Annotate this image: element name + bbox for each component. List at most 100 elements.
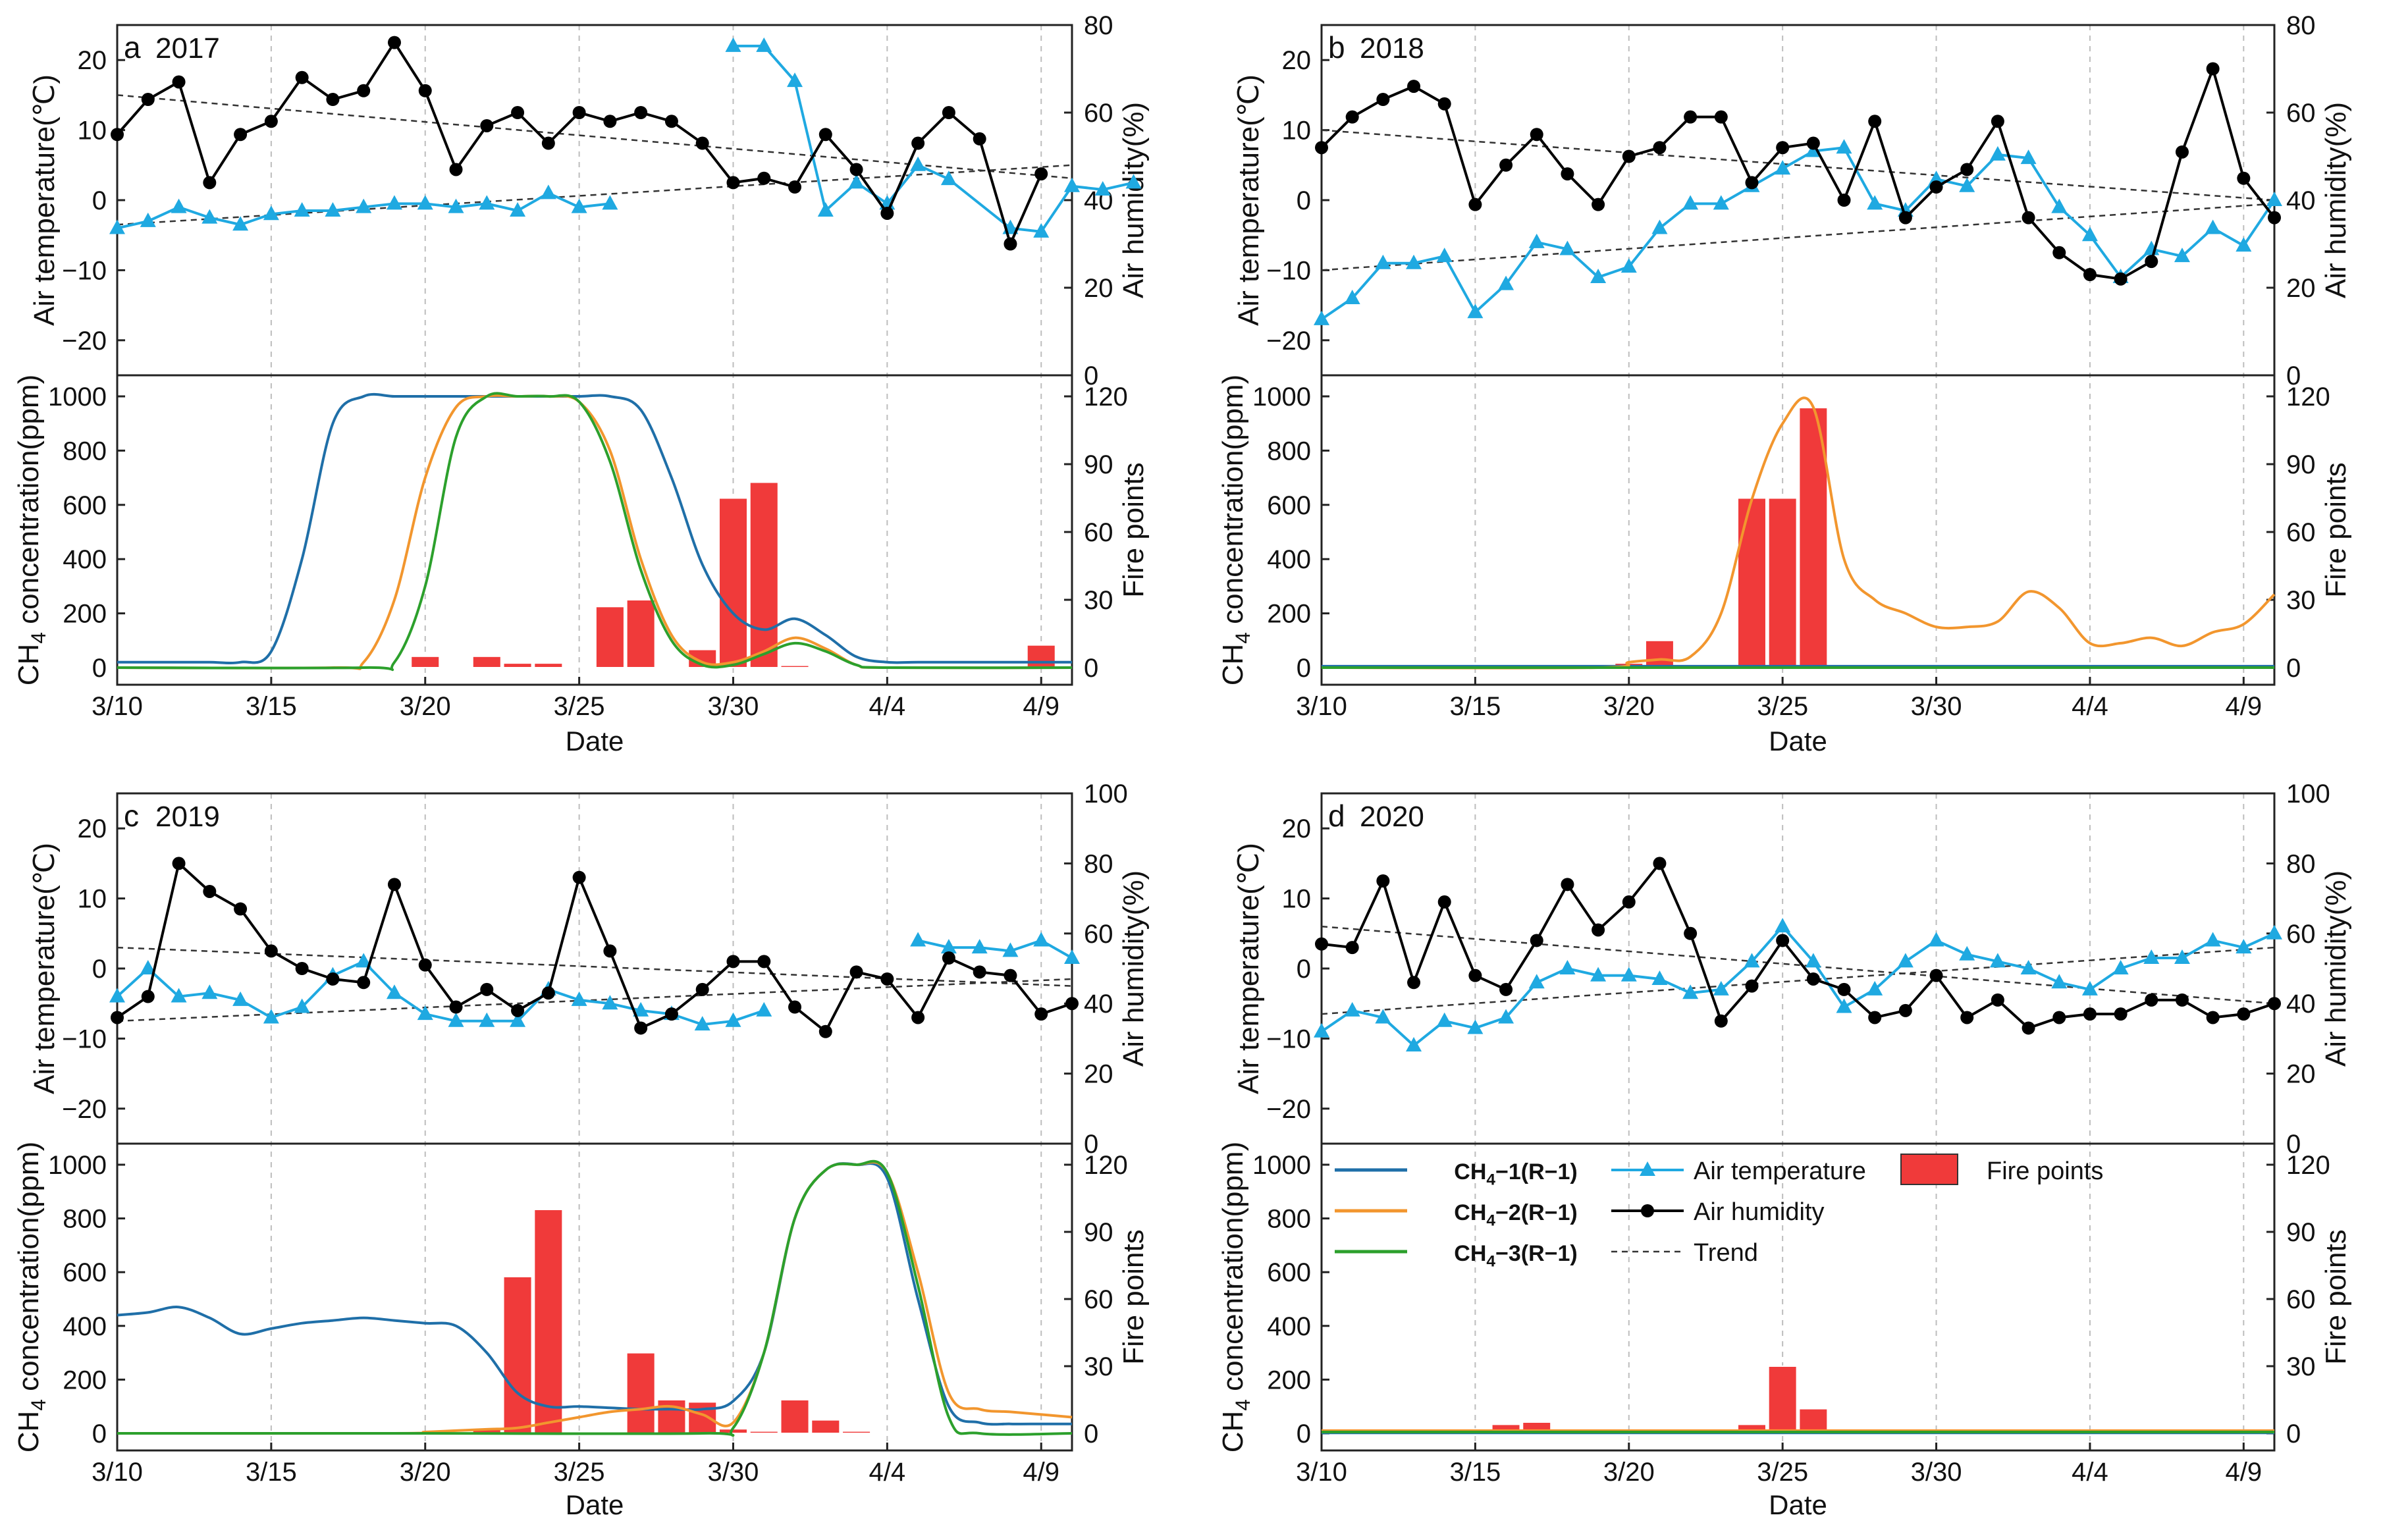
air-humidity-point (788, 1000, 802, 1014)
fire-points-bar (533, 662, 564, 669)
fire-points-bar (410, 655, 441, 668)
air-humidity-point (1684, 110, 1698, 124)
air-humidity-point (695, 136, 709, 150)
air-humidity-point (1407, 976, 1421, 990)
air-humidity-point (1315, 141, 1328, 155)
air-humidity-point (326, 93, 340, 107)
air-temperature-point (2143, 949, 2160, 965)
air-humidity-point (1622, 895, 1636, 909)
air-humidity-point (295, 962, 309, 975)
ch4-tick-label: 800 (63, 437, 107, 465)
air-temperature-point (571, 991, 587, 1006)
date-tick-label: 3/20 (400, 692, 451, 721)
air-temperature-point (1775, 918, 1791, 933)
air-temperature-point (1033, 223, 1050, 238)
air-temperature-point (1436, 1012, 1453, 1027)
air-humidity-point (1776, 934, 1790, 947)
air-temperature-point (448, 198, 464, 213)
air-temperature-point (725, 1012, 741, 1027)
ch4-tick-label: 600 (1267, 491, 1311, 520)
air-humidity-point (664, 1007, 678, 1021)
date-tick-label: 3/15 (1449, 692, 1501, 721)
air-temperature-point (1775, 160, 1791, 175)
air-temperature-point (1897, 953, 1914, 968)
humidity-tick-label: 0 (1084, 361, 1098, 390)
air-temperature-point (1064, 949, 1080, 965)
temp-tick-label: −10 (62, 1024, 107, 1053)
air-temperature-point (1375, 1009, 1391, 1024)
air-temperature-point (1836, 139, 1852, 154)
air-temperature-point (940, 171, 957, 186)
air-temperature-point (910, 156, 926, 171)
fire-points-bar (1767, 1366, 1798, 1434)
air-temperature-point (1590, 967, 1607, 982)
date-tick-label: 4/9 (2226, 1458, 2263, 1487)
air-humidity-point (1468, 969, 1482, 982)
ch4-tick-label: 0 (92, 654, 107, 683)
ch4-tick-label: 1000 (48, 1151, 107, 1180)
air-humidity-point (603, 115, 617, 128)
air-humidity-point (911, 136, 925, 150)
air-humidity-point (818, 128, 832, 142)
air-temperature-point (1620, 967, 1637, 982)
air-temperature-point (294, 201, 310, 217)
air-temperature-axis-title: Air temperature(℃) (1233, 843, 1265, 1094)
air-humidity-point (942, 106, 955, 119)
air-humidity-point (264, 944, 278, 958)
date-tick-label: 3/20 (1603, 692, 1655, 721)
air-humidity-point (695, 982, 709, 996)
date-tick-label: 4/4 (869, 1458, 906, 1487)
air-temperature-axis-title: Air temperature(℃) (28, 843, 61, 1094)
temp-tick-label: 20 (1282, 46, 1312, 75)
air-humidity-point (2052, 246, 2066, 259)
fire-tick-label: 30 (2286, 1352, 2316, 1381)
air-temperature-point (1528, 974, 1545, 989)
bottom-plot-frame (116, 374, 1073, 686)
air-humidity-point (1592, 198, 1605, 211)
date-tick-label: 3/10 (92, 1458, 143, 1487)
air-humidity-point (634, 106, 648, 119)
fire-points-bar (749, 481, 779, 668)
top-plot-frame (116, 24, 1073, 377)
legend-label-ch4_3: CH4−3(R−1) (1454, 1241, 1577, 1271)
air-humidity-point (1898, 1003, 1912, 1017)
fire-points-bar (533, 1209, 564, 1434)
temperature-trend-line (1321, 946, 2275, 1015)
humidity-tick-label: 60 (2286, 99, 2316, 128)
air-humidity-point (726, 955, 740, 969)
panels: 20100−10−2080604020010008006004002000120… (13, 11, 2352, 1520)
air-temperature-point (1559, 960, 1576, 974)
fire-points-bar (471, 655, 502, 668)
air-humidity-axis-title: Air humidity(%) (1117, 102, 1150, 298)
air-temperature-point (910, 932, 926, 947)
fire-points-bar (1798, 1408, 1829, 1435)
air-temperature-point (1805, 953, 1821, 968)
air-temperature-point (356, 198, 372, 213)
air-humidity-point (2083, 268, 2097, 282)
air-temperature-point (2020, 960, 2037, 974)
air-temperature-point (1094, 181, 1111, 196)
air-temperature-point (787, 72, 803, 88)
air-humidity-point (418, 958, 432, 972)
temp-tick-label: 0 (1297, 955, 1311, 984)
air-temperature-point (1559, 240, 1576, 255)
air-humidity-point (1868, 1011, 1882, 1024)
fire-tick-label: 120 (2286, 383, 2330, 412)
fire-tick-label: 120 (2286, 1151, 2330, 1180)
air-humidity-point (1991, 115, 2004, 128)
air-humidity-point (172, 857, 186, 870)
temp-tick-label: −20 (1266, 1095, 1311, 1124)
air-humidity-point (1653, 141, 1667, 155)
air-temperature-point (1064, 177, 1080, 192)
air-temperature-point (2051, 198, 2068, 213)
fire-points-bar (1767, 497, 1798, 668)
temperature-trend-line (117, 164, 1073, 226)
air-temperature-point (263, 205, 279, 221)
air-humidity-point (357, 976, 371, 990)
air-temperature-point (2266, 192, 2282, 206)
air-temperature-point (848, 174, 865, 189)
date-tick-label: 3/30 (708, 692, 759, 721)
air-temperature-point (1959, 945, 1975, 961)
fire-points-bar (502, 1276, 533, 1434)
air-humidity-point (1437, 97, 1451, 111)
